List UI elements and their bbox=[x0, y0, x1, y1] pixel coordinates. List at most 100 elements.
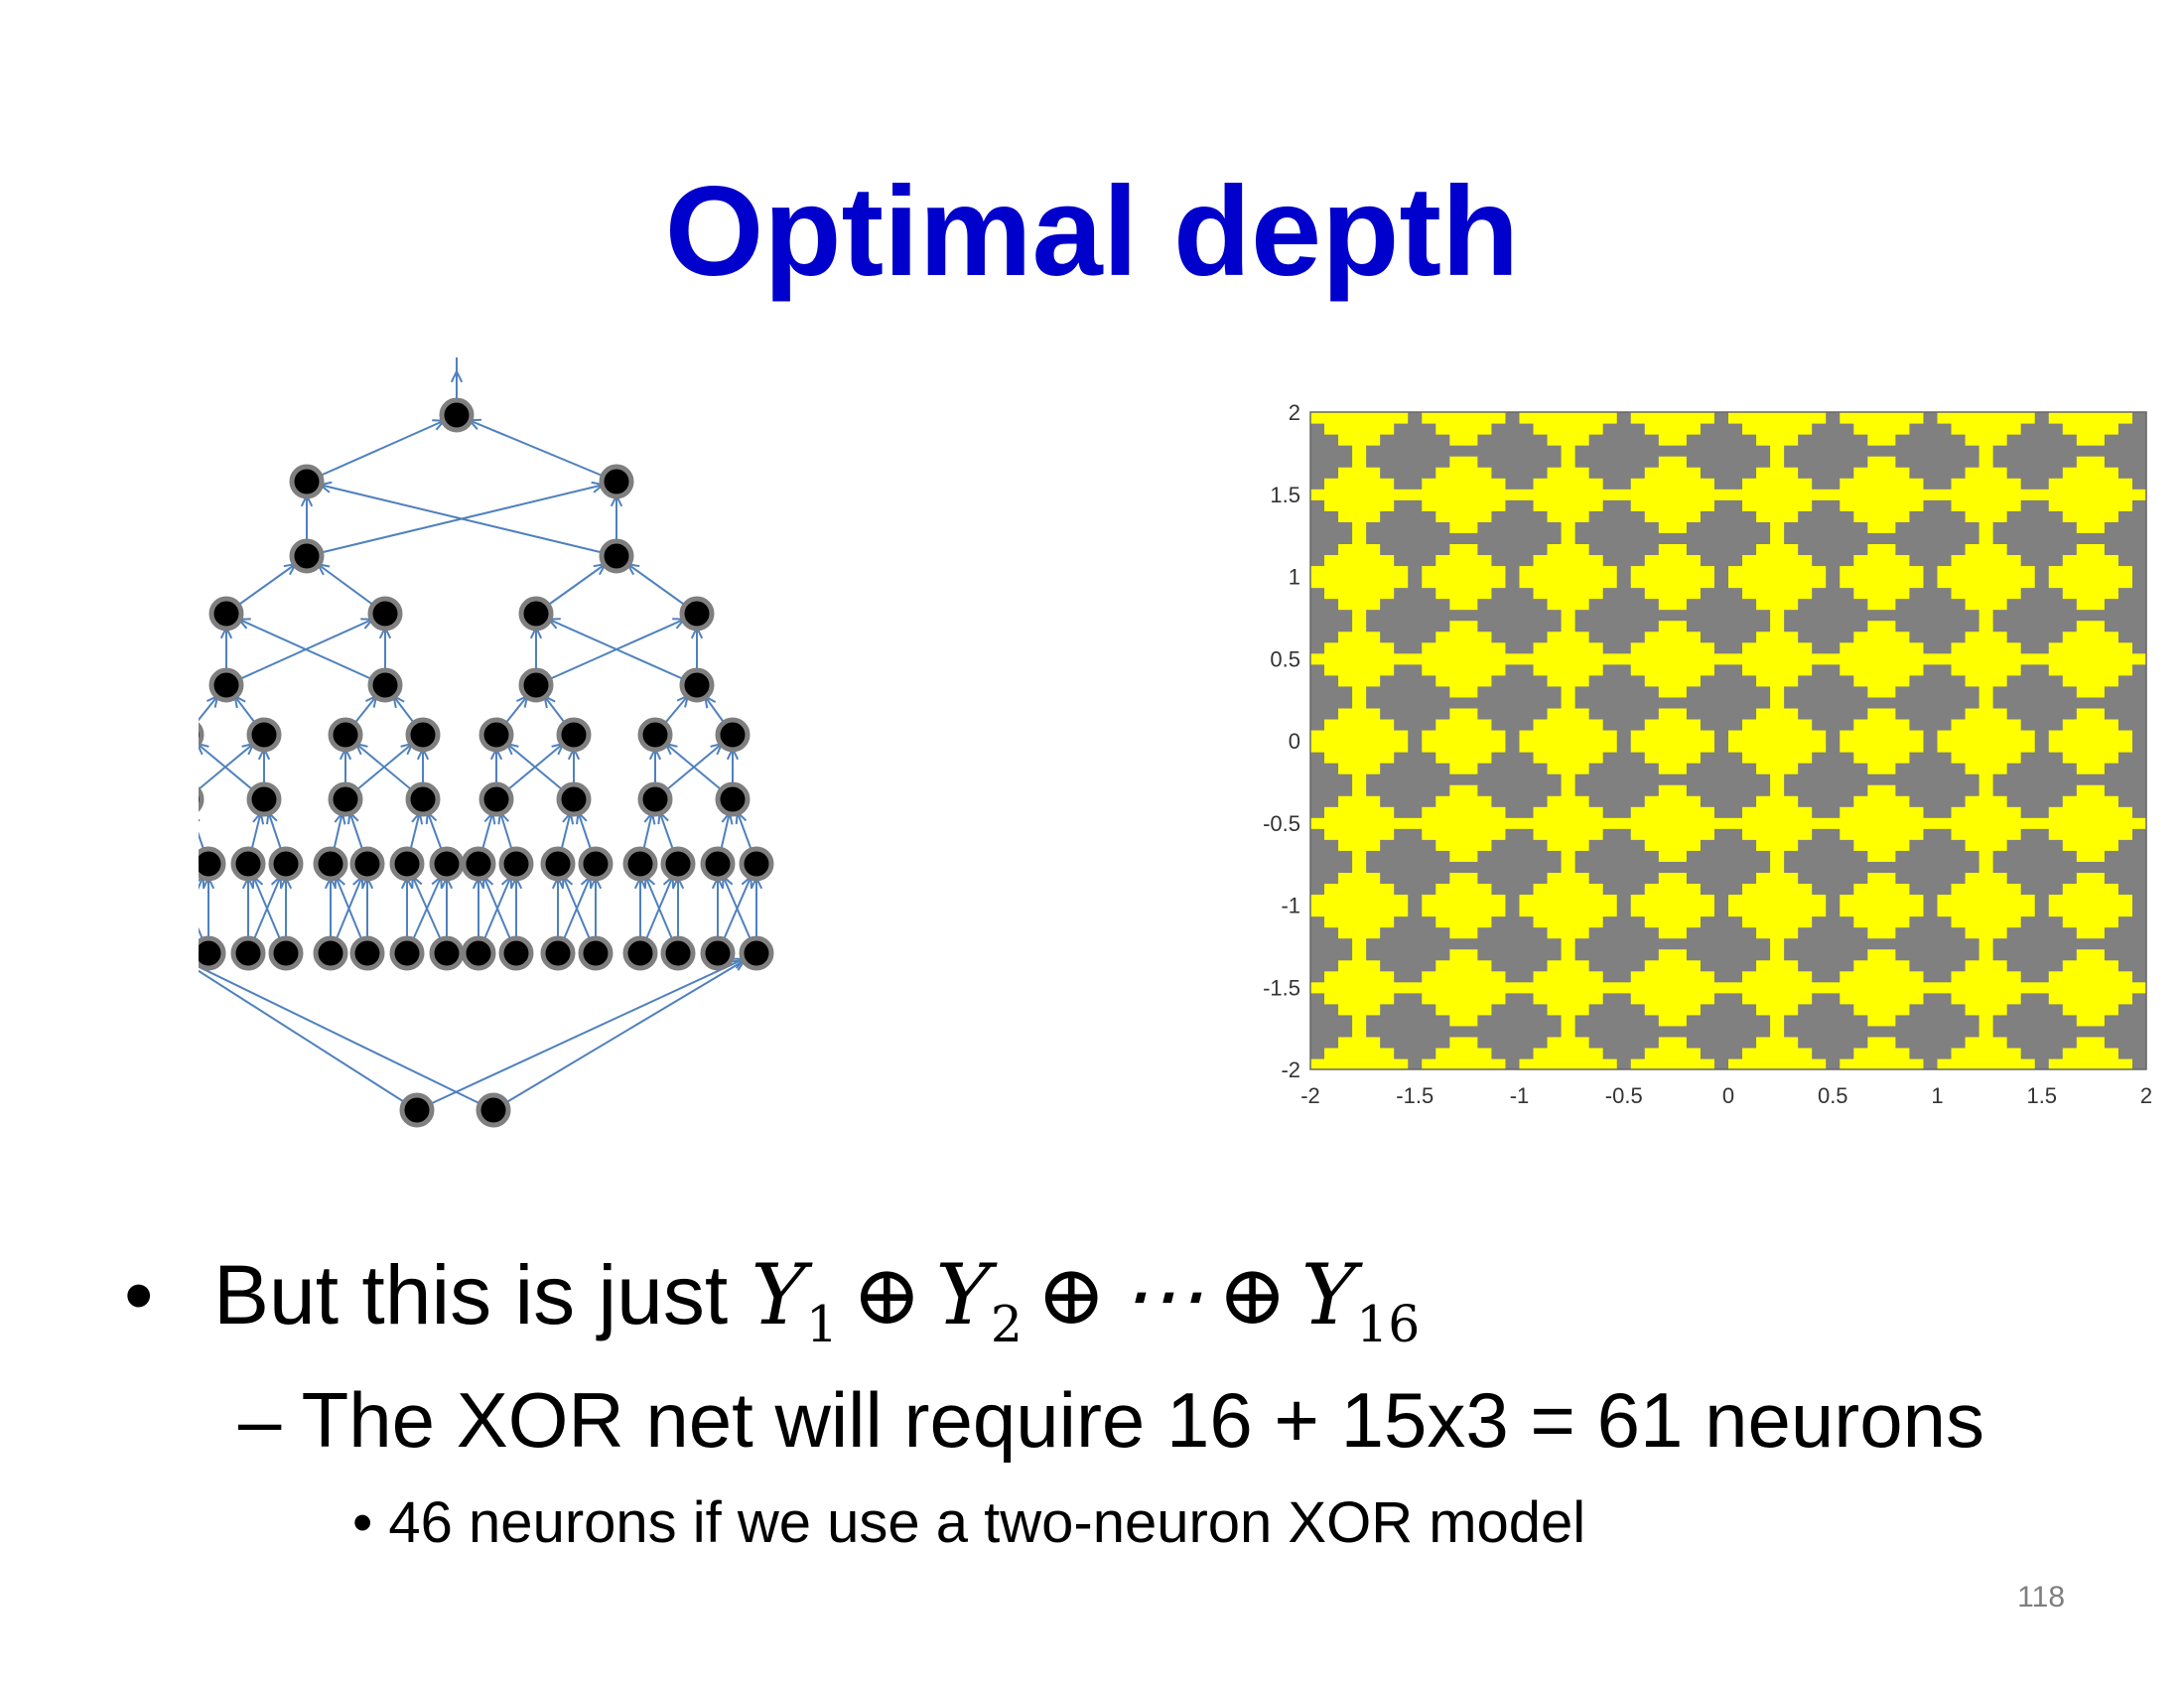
region-cell bbox=[1658, 774, 1674, 785]
region-cell bbox=[1380, 1036, 1395, 1049]
region-cell bbox=[1324, 795, 1339, 807]
region-cell bbox=[1658, 795, 1674, 807]
region-cell bbox=[1992, 948, 2008, 961]
region-cell bbox=[1798, 456, 1813, 468]
region-cell bbox=[1909, 894, 1925, 907]
region-cell bbox=[1366, 631, 1381, 643]
region-cell bbox=[2034, 894, 2050, 907]
region-cell bbox=[2090, 1036, 2106, 1049]
region-cell bbox=[1574, 685, 1590, 698]
region-cell bbox=[1588, 609, 1604, 622]
region-cell bbox=[1463, 774, 1478, 785]
region-cell bbox=[1881, 784, 1896, 796]
region-cell bbox=[1310, 456, 1325, 468]
region-cell bbox=[1547, 1014, 1563, 1027]
region-cell bbox=[1477, 905, 1493, 917]
region-cell bbox=[1798, 774, 1813, 785]
region-cell bbox=[1713, 1047, 1729, 1059]
region-cell bbox=[1672, 609, 1688, 622]
region-cell bbox=[1853, 423, 1868, 435]
region-cell bbox=[1435, 784, 1450, 796]
region-cell bbox=[1826, 445, 1841, 457]
region-cell bbox=[1992, 521, 2008, 533]
region-cell bbox=[1630, 894, 1646, 907]
region-cell bbox=[1408, 839, 1423, 851]
region-cell bbox=[1616, 1025, 1632, 1038]
region-cell bbox=[1728, 763, 1743, 774]
region-cell bbox=[1602, 598, 1618, 611]
region-cell bbox=[1477, 992, 1493, 1005]
region-cell bbox=[1463, 609, 1478, 622]
region-cell bbox=[1812, 423, 1827, 435]
region-cell bbox=[1310, 412, 1325, 424]
region-cell bbox=[1408, 652, 1423, 665]
region-cell bbox=[1895, 532, 1911, 544]
region-cell bbox=[1881, 609, 1896, 622]
region-cell bbox=[2090, 489, 2106, 500]
region-cell bbox=[1533, 1014, 1549, 1027]
region-cell bbox=[1992, 543, 2008, 556]
region-cell bbox=[1992, 1025, 2008, 1038]
region-cell bbox=[2090, 1047, 2106, 1059]
region-cell bbox=[1895, 729, 1911, 742]
region-cell bbox=[2020, 729, 2036, 742]
region-cell bbox=[1742, 467, 1757, 479]
region-cell bbox=[2117, 795, 2133, 807]
region-cell bbox=[1574, 774, 1590, 785]
region-cell bbox=[1449, 510, 1464, 522]
region-cell bbox=[1408, 1057, 1423, 1069]
region-cell bbox=[1588, 423, 1604, 435]
region-cell bbox=[2090, 915, 2106, 928]
region-cell bbox=[1742, 926, 1757, 939]
region-cell bbox=[1547, 806, 1563, 818]
region-cell bbox=[1310, 1057, 1325, 1069]
region-cell bbox=[1700, 499, 1715, 511]
region-cell bbox=[1477, 752, 1493, 764]
region-cell bbox=[1992, 729, 2008, 742]
region-cell bbox=[1352, 510, 1367, 522]
region-cell bbox=[1770, 1047, 1785, 1059]
region-cell bbox=[1477, 959, 1493, 972]
region-cell bbox=[2131, 1057, 2146, 1069]
region-cell bbox=[1728, 456, 1743, 468]
region-cell bbox=[1310, 763, 1325, 774]
region-cell bbox=[1728, 729, 1743, 742]
region-cell bbox=[1784, 576, 1799, 589]
region-cell bbox=[1770, 752, 1785, 764]
region-cell bbox=[1812, 1025, 1827, 1038]
region-cell bbox=[1951, 937, 1967, 950]
region-cell bbox=[1895, 499, 1911, 511]
region-cell bbox=[1798, 641, 1813, 654]
region-cell bbox=[1742, 499, 1757, 511]
region-cell bbox=[1366, 850, 1381, 862]
region-cell bbox=[1352, 445, 1367, 457]
region-cell bbox=[2034, 937, 2050, 950]
region-cell bbox=[1992, 499, 2008, 511]
region-cell bbox=[1700, 456, 1715, 468]
region-cell bbox=[1588, 1003, 1604, 1016]
region-cell bbox=[1672, 718, 1688, 731]
region-cell bbox=[1380, 959, 1395, 972]
region-cell bbox=[1547, 652, 1563, 665]
region-cell bbox=[2117, 752, 2133, 764]
region-cell bbox=[2104, 992, 2119, 1005]
region-cell bbox=[1491, 774, 1507, 785]
region-cell bbox=[1533, 543, 1549, 556]
region-cell bbox=[1867, 489, 1882, 500]
region-cell bbox=[1491, 576, 1507, 589]
region-cell bbox=[1644, 981, 1660, 994]
region-cell bbox=[1463, 445, 1478, 457]
region-cell bbox=[1700, 576, 1715, 589]
region-cell bbox=[2020, 565, 2036, 578]
region-cell bbox=[1658, 565, 1674, 578]
region-cell bbox=[1491, 598, 1507, 611]
region-cell bbox=[1477, 620, 1493, 633]
region-cell bbox=[2034, 434, 2050, 446]
region-cell bbox=[2117, 741, 2133, 753]
region-cell bbox=[1519, 1047, 1535, 1059]
region-cell bbox=[2131, 763, 2146, 774]
region-cell bbox=[1923, 1057, 1939, 1069]
region-cell bbox=[1658, 652, 1674, 665]
region-cell bbox=[1533, 456, 1549, 468]
region-cell bbox=[1700, 959, 1715, 972]
